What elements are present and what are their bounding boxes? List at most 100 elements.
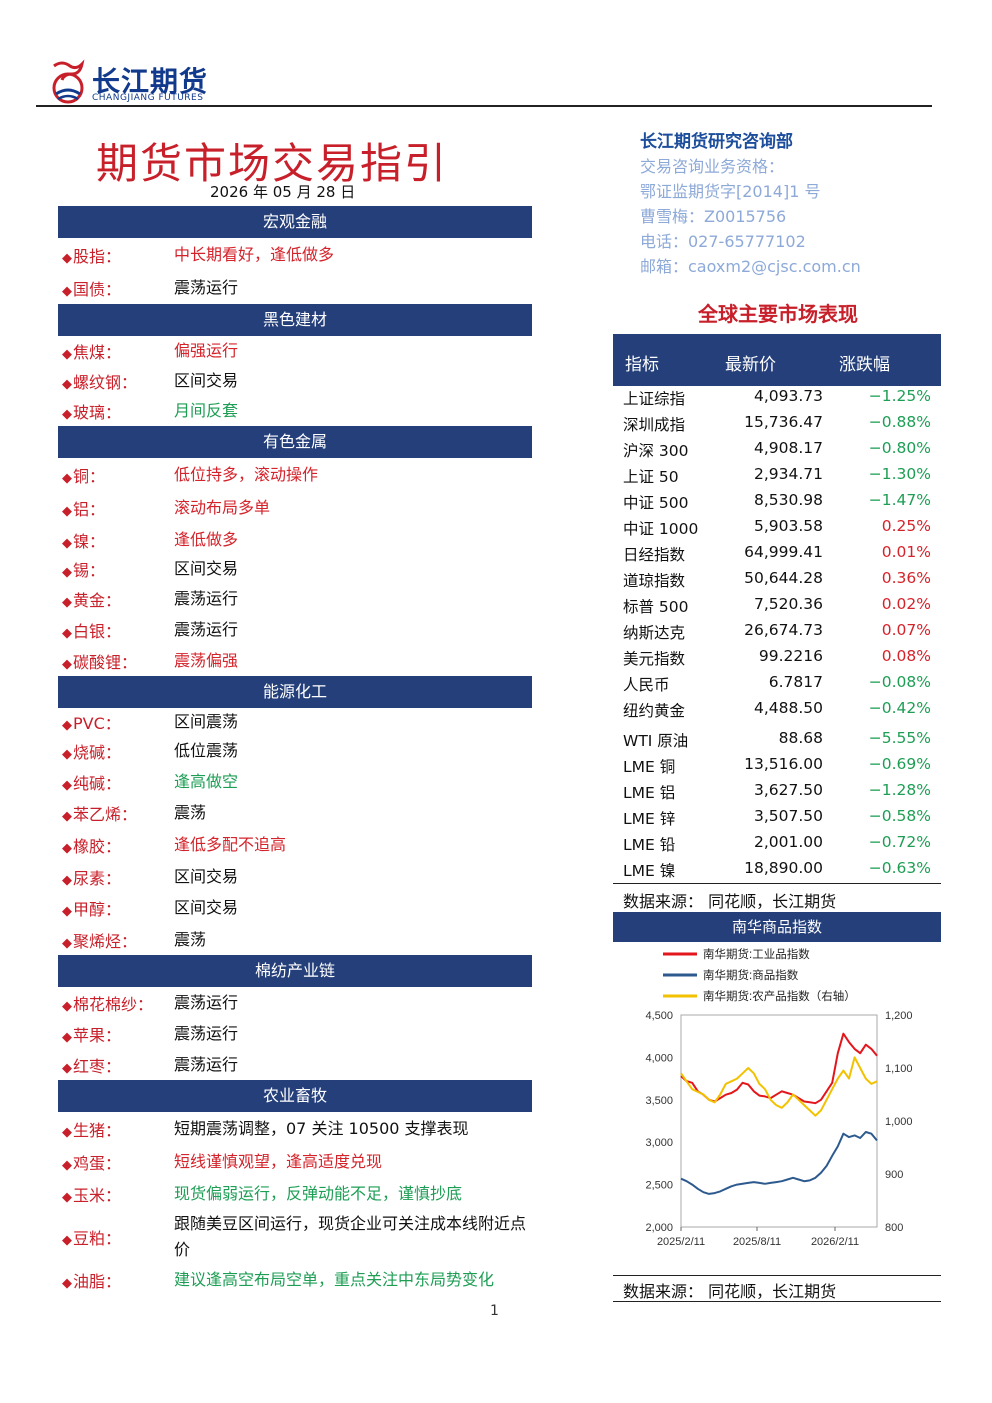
market-row: LME 锌 3,507.50 −0.58% <box>623 807 933 833</box>
market-price: 2,934.71 <box>753 465 823 483</box>
y-right-tick-label: 1,000 <box>885 1116 913 1128</box>
strategy-text: 区间交易 <box>174 559 239 578</box>
nanhua-index-chart: 4,500 4,000 3,500 3,000 2,500 2,000 1,200 1,100… <box>645 947 913 1248</box>
commodity-label: ◆棉花棉纱： <box>58 991 174 1015</box>
commodity-name: 烧碱： <box>73 743 122 762</box>
strategy-row: ◆股指： 中长期看好，逢低做多 <box>58 238 532 271</box>
commodity-label: ◆生猪： <box>58 1117 174 1141</box>
commodity-name: 聚烯烃： <box>73 931 138 951</box>
market-name: LME 铅 <box>623 836 676 854</box>
strategy-row: ◆国债： 震荡运行 <box>58 271 532 304</box>
commodity-label: ◆玻璃： <box>58 399 174 423</box>
diamond-bullet-icon: ◆ <box>62 283 72 299</box>
strategy-text: 短期震荡调整，07 关注 10500 支撑表现 <box>174 1118 469 1138</box>
chart-bottom-rule <box>613 1301 941 1302</box>
commodity-label: ◆铜： <box>58 463 174 487</box>
market-row: LME 铅 2,001.00 −0.72% <box>623 833 933 859</box>
chart-source: 数据来源： 同花顺，长江期货 <box>623 1282 837 1301</box>
market-change: −0.08% <box>868 673 931 691</box>
market-price: 26,674.73 <box>744 621 823 639</box>
strategy-row: ◆红枣： 震荡运行 <box>58 1049 532 1080</box>
commodity-name: 豆粕： <box>73 1229 122 1248</box>
commodity-label: ◆螺纹钢： <box>58 369 174 393</box>
y-right-tick-label: 1,200 <box>885 1010 913 1022</box>
market-price: 7,520.36 <box>753 595 823 613</box>
market-name: 沪深 300 <box>623 442 689 460</box>
market-source: 数据来源： 同花顺，长江期货 <box>623 892 837 911</box>
market-price: 4,488.50 <box>753 699 823 717</box>
market-row: 美元指数 99.2216 0.08% <box>623 647 933 673</box>
commodity-name: 鸡蛋： <box>73 1153 122 1173</box>
page-number: 1 <box>490 1303 499 1319</box>
market-change: −1.28% <box>868 781 931 799</box>
market-change: −0.63% <box>868 859 931 877</box>
commodity-label: ◆红枣： <box>58 1053 174 1077</box>
strategy-text: 跟随美豆区间运行，现货企业可关注成本线附近点价 <box>174 1214 527 1259</box>
commodity-name: 苹果： <box>73 1025 122 1045</box>
strategy-row: ◆鸡蛋： 短线谨慎观望，逢高适度兑现 <box>58 1145 532 1178</box>
market-change: 0.07% <box>881 621 931 639</box>
y-left-tick-label: 2,500 <box>645 1180 673 1192</box>
diamond-bullet-icon: ◆ <box>62 565 72 580</box>
diamond-bullet-icon: ◆ <box>62 377 72 392</box>
market-name: WTI 原油 <box>623 732 689 750</box>
market-change: −1.25% <box>868 387 931 405</box>
strategy-text: 低位持多，滚动操作 <box>174 464 319 484</box>
market-price: 8,530.98 <box>753 491 823 509</box>
section-header: 有色金属 <box>58 426 532 458</box>
strategy-text: 滚动布局多单 <box>174 497 271 517</box>
x-tick-label: 2025/8/11 <box>733 1236 781 1248</box>
logo-text-en: CHANGJIANG FUTURES <box>92 93 204 103</box>
market-name: 纽约黄金 <box>623 702 686 720</box>
strategy-row: ◆玻璃： 月间反套 <box>58 396 532 426</box>
strategy-row: ◆PVC： 区间震荡 <box>58 708 532 736</box>
commodity-label: ◆国债： <box>58 276 174 300</box>
strategy-row: ◆尿素： 区间交易 <box>58 861 532 892</box>
strategy-text: 偏强运行 <box>174 341 239 360</box>
commodity-label: ◆橡胶： <box>58 833 174 857</box>
commodity-name: 玻璃： <box>73 403 122 422</box>
source-divider <box>613 883 941 884</box>
market-row: LME 铜 13,516.00 −0.69% <box>623 755 933 781</box>
strategy-row: ◆纯碱： 逢高做空 <box>58 766 532 797</box>
commodity-label: ◆玉米： <box>58 1182 174 1206</box>
strategy-text: 低位震荡 <box>174 741 239 760</box>
strategy-row: ◆油脂： 建议逢高空布局空单，重点关注中东局势变化 <box>58 1264 532 1296</box>
commodity-label: ◆油脂： <box>58 1268 174 1292</box>
commodity-label: ◆苹果： <box>58 1022 174 1046</box>
global-markets-title: 全球主要市场表现 <box>698 302 858 326</box>
market-change: −0.42% <box>868 699 931 717</box>
market-row: 纳斯达克 26,674.73 0.07% <box>623 621 933 647</box>
market-price: 18,890.00 <box>744 859 823 877</box>
commodity-name: 红枣： <box>73 1056 122 1076</box>
strategy-row: ◆镍： 逢低做多 <box>58 524 532 555</box>
strategy-text: 区间震荡 <box>174 712 239 731</box>
commodity-label: ◆股指： <box>58 243 174 267</box>
header-price: 最新价 <box>725 355 776 375</box>
market-name: LME 铜 <box>623 758 676 776</box>
diamond-bullet-icon: ◆ <box>62 625 72 641</box>
legend-label: 南华期货:农产品指数（右轴） <box>703 989 856 1003</box>
diamond-bullet-icon: ◆ <box>62 503 72 519</box>
commodity-label: ◆碳酸锂： <box>58 649 174 673</box>
market-name: 深圳成指 <box>623 416 686 434</box>
commodity-label: ◆白银： <box>58 618 174 642</box>
section-header: 农业畜牧 <box>58 1080 532 1112</box>
market-row: 深圳成指 15,736.47 −0.88% <box>623 413 933 439</box>
header-indicator: 指标 <box>625 355 659 375</box>
market-change: −1.30% <box>868 465 931 483</box>
market-row: 沪深 300 4,908.17 −0.80% <box>623 439 933 465</box>
market-price: 88.68 <box>778 729 823 747</box>
strategy-text: 震荡偏强 <box>174 650 239 670</box>
section-header: 黑色建材 <box>58 304 532 336</box>
market-name: 人民币 <box>623 676 670 694</box>
diamond-bullet-icon: ◆ <box>62 347 72 362</box>
diamond-bullet-icon: ◆ <box>62 1157 72 1173</box>
strategy-row: ◆橡胶： 逢低多配不追高 <box>58 828 532 861</box>
strategy-text: 震荡运行 <box>174 992 239 1012</box>
market-change: −5.55% <box>868 729 931 747</box>
series-line <box>680 1056 878 1117</box>
chart-source-divider <box>613 1275 941 1276</box>
y-left-tick-label: 3,500 <box>645 1095 673 1107</box>
company-logo-icon <box>52 59 85 104</box>
